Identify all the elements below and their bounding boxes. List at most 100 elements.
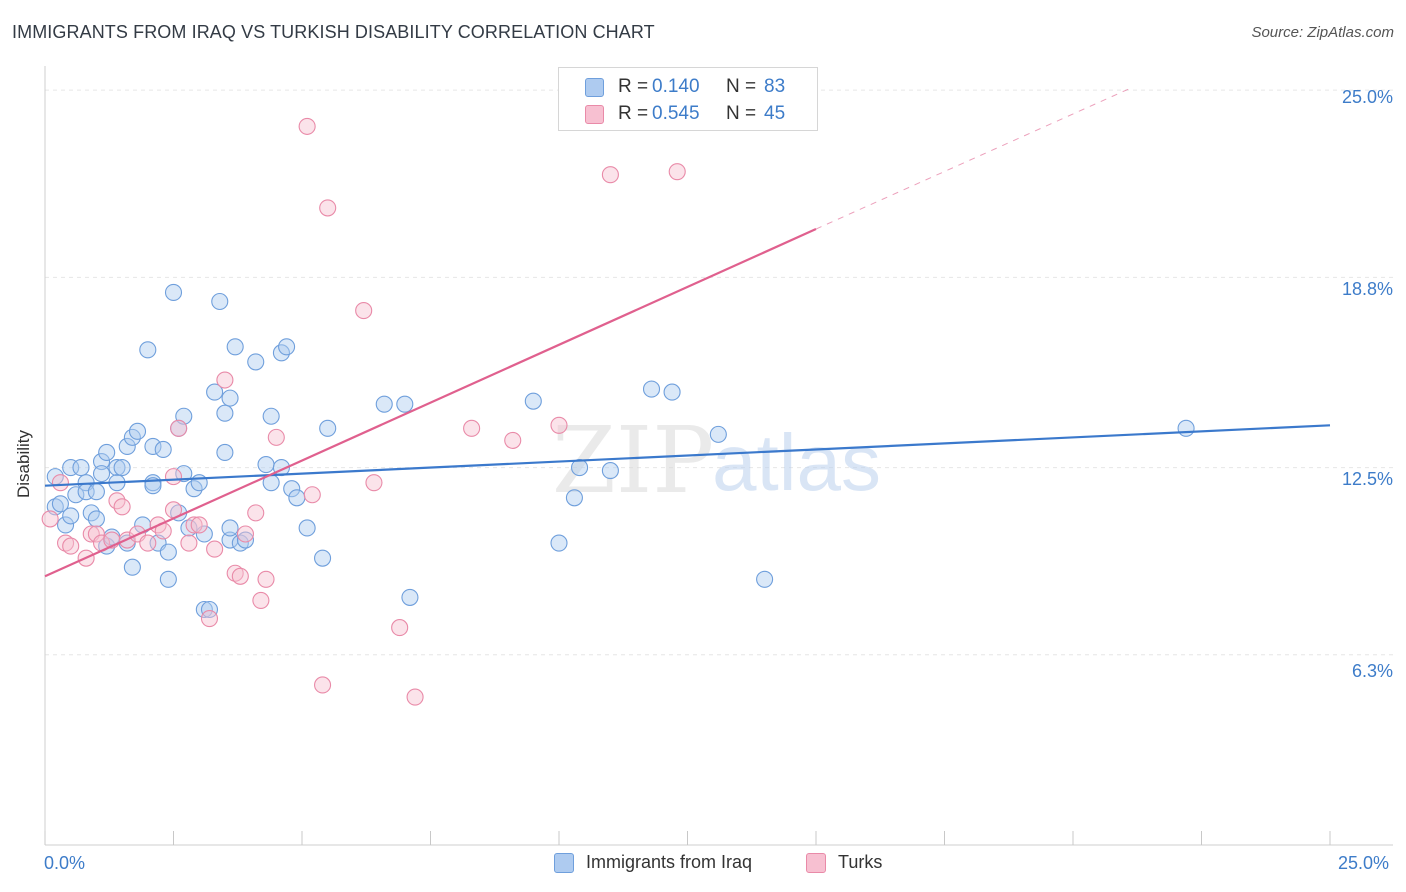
iraq-point [195,600,213,619]
turks-point [601,166,619,184]
iraq-point [92,452,111,471]
iraq-point [180,519,198,537]
turks-point [463,419,481,437]
turks-point [164,468,183,486]
iraq-point [642,380,661,398]
bottom-legend-turks: Turks [806,852,882,873]
iraq-point [298,519,316,537]
iraq-point [67,486,85,504]
iraq-point [524,392,542,410]
turks-point [87,525,105,543]
watermark-atlas: atlas [712,418,881,507]
legend-row-turks: R = 0.545 N = 45 [585,101,785,127]
iraq-point [123,558,141,576]
iraq-point [51,495,69,513]
turks-point [41,510,59,528]
turks-point [504,431,522,449]
iraq-point [62,459,80,477]
iraq-point [98,443,116,462]
iraq-point [72,459,90,477]
iraq-point [113,459,131,477]
iraq-point [62,507,80,525]
iraq-point [401,588,419,606]
data-points [41,117,1195,706]
turks-point [139,534,157,552]
y-tick-label-12-5: 12.5% [1341,469,1393,489]
turks-point [51,474,69,492]
legend-n-label: N = [726,76,757,97]
iraq-point [211,292,229,311]
turks-point [314,676,332,694]
iraq-point [550,534,568,552]
bottom-legend-swatch-turks [806,852,826,873]
iraq-point [118,437,136,455]
iraq-point [226,338,244,356]
turks-point [62,537,80,555]
iraq-point [1177,419,1195,437]
iraq-point [175,465,193,483]
turks-point [267,428,285,446]
legend-r-value-iraq: 0.140 [652,76,700,97]
iraq-point [221,519,239,537]
iraq-point [200,600,219,619]
correlation-legend: R = 0.140 N = 83 R = 0.545 N = 45 [558,67,818,131]
legend-r-label: R = [618,76,649,97]
bottom-legend-iraq: Immigrants from Iraq [554,852,752,873]
iraq-point [144,437,162,455]
turks-point [185,516,203,534]
iraq-point [159,570,177,588]
turks-point [668,163,686,181]
y-tick-label-25: 25.0% [1341,87,1393,107]
turks-point [355,302,373,320]
turks-point [113,498,131,516]
iraq-point [314,549,332,567]
iraq-point [278,338,296,356]
iraq-point [159,543,177,561]
legend-swatch-turks [585,104,604,124]
x-tick-label-max: 25.0% [1338,853,1390,873]
legend-r-label: R = [618,103,649,124]
turks-point [247,504,265,522]
turks-point [391,619,409,637]
turks-point [57,534,75,552]
turks-point [231,567,249,585]
turks-trend-line [44,228,817,578]
turks-point [170,419,188,437]
iraq-point [262,407,280,425]
iraq-point [206,383,224,401]
chart-title: IMMIGRANTS FROM IRAQ VS TURKISH DISABILI… [12,22,655,42]
iraq-point [571,459,589,477]
iraq-trend-line [44,424,1331,487]
iraq-point [154,440,172,459]
iraq-point [92,465,111,483]
y-tick-label-18-8: 18.8% [1341,279,1393,299]
turks-point [216,371,234,389]
legend-row-iraq: R = 0.140 N = 83 [585,74,785,100]
iraq-point [288,489,306,507]
iraq-point [375,395,393,413]
axes [44,66,1393,846]
turks-point [190,516,208,534]
iraq-point [709,425,727,443]
turks-point [180,534,198,552]
turks-point [226,564,244,582]
turks-point [319,199,337,217]
turks-point [200,609,219,628]
iraq-point [283,480,301,498]
iraq-point [756,570,774,588]
iraq-point [87,483,105,501]
iraq-point [87,510,105,528]
turks-point [365,474,383,492]
turks-point [252,591,270,609]
turks-point [257,570,275,588]
source-label: Source: ZipAtlas.com [1251,24,1394,41]
iraq-point [164,283,183,302]
turks-point [236,525,255,543]
iraq-point [257,456,275,474]
iraq-point [221,531,239,549]
iraq-point [247,353,265,371]
y-tick-label-6-3: 6.3% [1351,661,1393,681]
iraq-point [663,383,681,401]
iraq-point [190,474,208,492]
